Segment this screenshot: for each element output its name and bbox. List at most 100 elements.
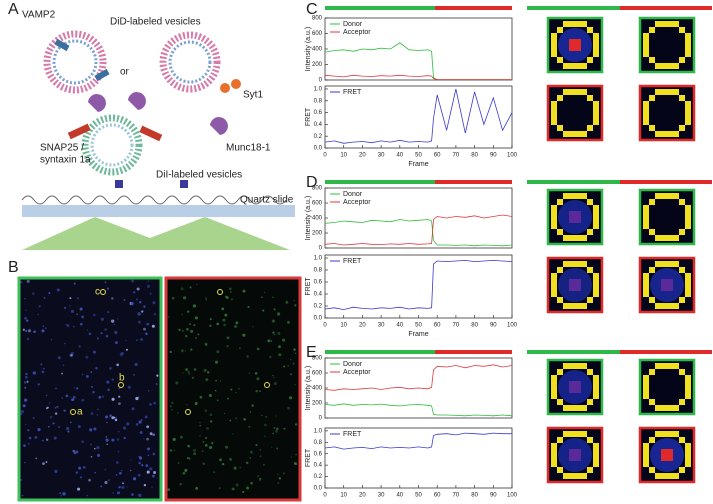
speckle: [25, 423, 27, 426]
ring-pixel: [673, 405, 679, 411]
speckle: [81, 373, 84, 376]
speckle: [118, 431, 120, 433]
speckle: [293, 299, 295, 302]
speckle: [85, 355, 89, 359]
ring-pixel: [557, 467, 563, 473]
speckle: [136, 339, 138, 342]
speckle: [45, 327, 47, 329]
ring-pixel: [551, 461, 557, 467]
speckle: [143, 484, 147, 487]
ring-pixel: [587, 95, 593, 101]
ring-pixel: [575, 131, 581, 137]
speckle: [111, 438, 115, 442]
speckle: [113, 323, 115, 326]
speckle: [272, 432, 274, 435]
ring-pixel: [685, 381, 691, 387]
ring-pixel: [569, 405, 575, 411]
ring-pixel: [643, 461, 649, 467]
y-tick-label: 800: [312, 186, 323, 192]
ring-pixel: [667, 473, 673, 479]
speckle: [107, 388, 110, 392]
speckle: [118, 395, 121, 398]
x-tick-label: 40: [396, 153, 403, 159]
speckle: [137, 473, 141, 477]
speckle: [285, 301, 289, 304]
speckle: [131, 493, 134, 496]
speckle: [34, 436, 38, 439]
ring-pixel: [557, 369, 563, 375]
speckle: [136, 298, 138, 301]
speckle: [230, 388, 233, 391]
ring-pixel: [679, 229, 685, 235]
speckle: [193, 324, 196, 327]
ring-pixel: [643, 381, 649, 387]
speckle: [98, 395, 102, 399]
speckle: [20, 410, 24, 414]
speckle: [215, 379, 217, 382]
speckle: [252, 326, 254, 328]
x-tick-label: 20: [359, 493, 366, 499]
speckle: [172, 437, 176, 442]
y-tick-label: 600: [312, 201, 323, 207]
ring-pixel: [587, 229, 593, 235]
speckle: [27, 442, 30, 445]
speckle: [181, 329, 184, 332]
ring-pixel: [575, 261, 581, 267]
speckle: [152, 433, 156, 436]
ring-pixel: [661, 193, 667, 199]
speckle: [76, 313, 78, 315]
ring-pixel: [685, 39, 691, 45]
speckle: [89, 443, 92, 446]
speckle: [199, 421, 201, 424]
ring-pixel: [593, 205, 599, 211]
speckle: [42, 325, 45, 327]
ring-pixel: [685, 285, 691, 291]
munc: [88, 94, 106, 112]
ring-pixel: [643, 45, 649, 51]
label: syntaxin 1a: [40, 155, 91, 166]
y-axis-label: Intensity (a.u.): [305, 196, 312, 240]
ring-pixel: [587, 199, 593, 205]
ring-pixel: [685, 223, 691, 229]
ring-pixel: [673, 303, 679, 309]
speckle: [54, 469, 58, 473]
speckle: [96, 337, 99, 340]
ring-pixel: [557, 297, 563, 303]
speckle: [77, 425, 81, 428]
speckle: [272, 331, 275, 334]
speckle: [186, 457, 189, 460]
ring-pixel: [581, 261, 587, 267]
speckle: [282, 472, 285, 475]
ring-pixel: [643, 39, 649, 45]
speckle: [263, 291, 266, 293]
speckle: [75, 471, 79, 474]
speckle: [282, 338, 286, 342]
speckle: [262, 309, 265, 312]
speckle: [78, 466, 82, 470]
speckle: [226, 345, 229, 348]
speckle: [111, 319, 115, 323]
x-tick-label: 90: [490, 493, 497, 499]
speckle: [149, 403, 152, 406]
x-tick-label: 70: [453, 493, 460, 499]
ring-pixel: [593, 285, 599, 291]
speckle: [278, 353, 282, 357]
speckle: [270, 340, 273, 342]
speckle: [179, 435, 183, 439]
speckle: [246, 355, 249, 358]
ring-pixel: [593, 279, 599, 285]
ring-pixel: [649, 229, 655, 235]
ring-pixel: [581, 63, 587, 69]
y-tick-label: 1.0: [314, 428, 323, 434]
y-tick-label: 400: [312, 386, 323, 392]
speckle: [37, 383, 40, 386]
ring-pixel: [593, 39, 599, 45]
spot-core: [569, 39, 581, 51]
speckle: [111, 378, 114, 381]
speckle: [81, 440, 84, 444]
y-tick-label: 0: [319, 416, 323, 422]
ring-pixel: [593, 51, 599, 57]
speckle: [81, 315, 84, 319]
speckle: [97, 408, 99, 410]
schematic: A VAMP2 DiD-labeled vesicles or Syt1 SNA…: [8, 1, 295, 250]
